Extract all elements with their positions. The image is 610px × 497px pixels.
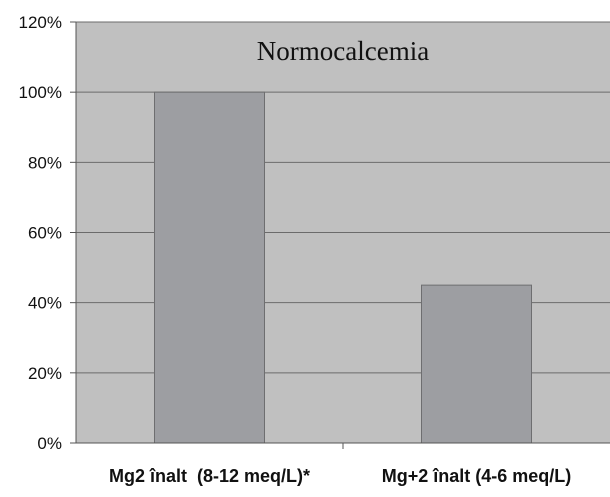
bar	[420, 284, 533, 444]
x-category-label: Mg2 înalt (8-12 meq/L)*	[109, 466, 310, 486]
y-tick-label: 20%	[28, 364, 62, 383]
bars	[153, 91, 533, 444]
y-axis: 0% 20% 40% 60% 80% 100% 120%	[19, 13, 77, 453]
y-tick-label: 120%	[19, 13, 62, 32]
y-tick-label: 40%	[28, 294, 62, 313]
x-axis-labels: Mg2 înalt (8-12 meq/L)* Mg+2 înalt (4-6 m…	[109, 466, 571, 486]
y-tick-label: 80%	[28, 153, 62, 172]
chart-title: Normocalcemia	[257, 36, 429, 66]
x-axis	[76, 442, 610, 449]
y-tick-label: 100%	[19, 83, 62, 102]
bar	[153, 91, 266, 444]
x-category-label: Mg+2 înalt (4-6 meq/L)	[382, 466, 572, 486]
y-tick-label: 0%	[37, 434, 62, 453]
y-tick-label: 60%	[28, 224, 62, 243]
